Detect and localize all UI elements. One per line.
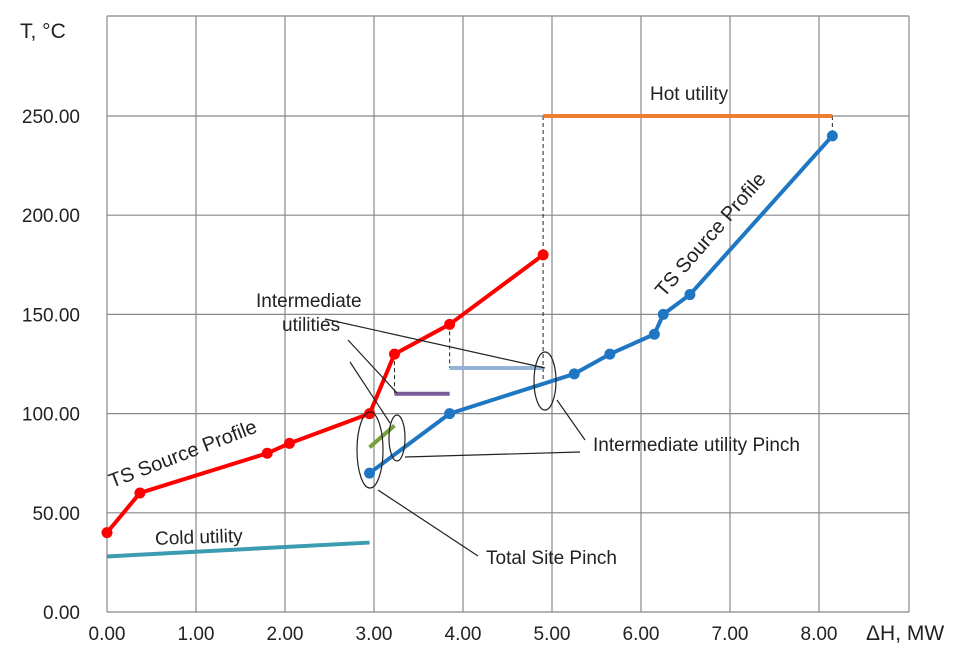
profile-series bbox=[101, 130, 838, 539]
y-tick-label: 100.00 bbox=[22, 405, 80, 426]
leader-to-green bbox=[349, 361, 391, 424]
hot-utility-label: Hot utility bbox=[650, 84, 729, 105]
x-tick-label: 5.00 bbox=[534, 624, 571, 645]
source-profile-point bbox=[568, 368, 580, 380]
utility-line bbox=[106, 540, 370, 559]
y-tick-label: 250.00 bbox=[22, 107, 80, 128]
pinch-ellipse bbox=[388, 414, 406, 462]
leader-pinch-right bbox=[556, 399, 586, 441]
x-tick-label: 3.00 bbox=[356, 624, 393, 645]
pinch-markers bbox=[356, 351, 557, 489]
total-site-pinch-label: Total Site Pinch bbox=[486, 548, 617, 569]
x-tick-label: 7.00 bbox=[712, 624, 749, 645]
leader-pinch-small bbox=[404, 451, 581, 458]
annotation-leaders bbox=[324, 318, 586, 557]
x-tick-label: 1.00 bbox=[178, 624, 215, 645]
source-profile-point bbox=[444, 408, 456, 420]
y-tick-label: 150.00 bbox=[22, 305, 80, 326]
x-tick-label: 0.00 bbox=[89, 624, 126, 645]
sink-profile-point bbox=[537, 249, 549, 261]
source-profile-point bbox=[684, 289, 696, 301]
sink-profile-point bbox=[364, 408, 376, 420]
intermediate-utilities-label-line2: utilities bbox=[282, 315, 340, 336]
leader-to-purple bbox=[347, 339, 398, 394]
sink-profile-point bbox=[261, 447, 273, 459]
sink-profile-point bbox=[101, 527, 113, 539]
source-profile-line bbox=[368, 134, 834, 475]
source-profile-point bbox=[826, 130, 838, 142]
source-profile-point bbox=[364, 467, 376, 479]
cold-utility-label: Cold utility bbox=[155, 526, 244, 550]
y-tick-label: 50.00 bbox=[32, 504, 80, 525]
source-profile-point bbox=[604, 348, 616, 360]
utility-lines bbox=[106, 114, 833, 559]
pinch-ellipse bbox=[356, 411, 384, 489]
sink-profile-point bbox=[444, 318, 456, 330]
x-tick-label: 2.00 bbox=[267, 624, 304, 645]
source-profile-point bbox=[657, 308, 669, 320]
y-tick-label: 0.00 bbox=[43, 603, 80, 624]
sink-profile-point bbox=[388, 348, 400, 360]
sink-profile-point bbox=[134, 487, 146, 499]
x-tick-label: 8.00 bbox=[801, 624, 838, 645]
y-axis-title: T, °C bbox=[20, 20, 66, 43]
pinch-ellipse bbox=[533, 351, 557, 411]
source-profile-point bbox=[648, 328, 660, 340]
leader-total-site-pinch bbox=[377, 489, 479, 557]
intermediate-utilities-label-line1: Intermediate bbox=[256, 291, 362, 312]
tick-labels: 0.00 1.00 2.00 3.00 4.00 5.00 6.00 7.00 8.00 0.00… bbox=[22, 107, 838, 645]
leader-to-light-blue bbox=[324, 318, 546, 369]
intermediate-utility-pinch-label: Intermediate utility Pinch bbox=[593, 435, 800, 456]
sink-profile-point bbox=[283, 437, 295, 449]
x-tick-label: 6.00 bbox=[623, 624, 660, 645]
y-tick-label: 200.00 bbox=[22, 206, 80, 227]
x-tick-label: 4.00 bbox=[445, 624, 482, 645]
x-axis-title: ΔH, MW bbox=[866, 622, 944, 645]
